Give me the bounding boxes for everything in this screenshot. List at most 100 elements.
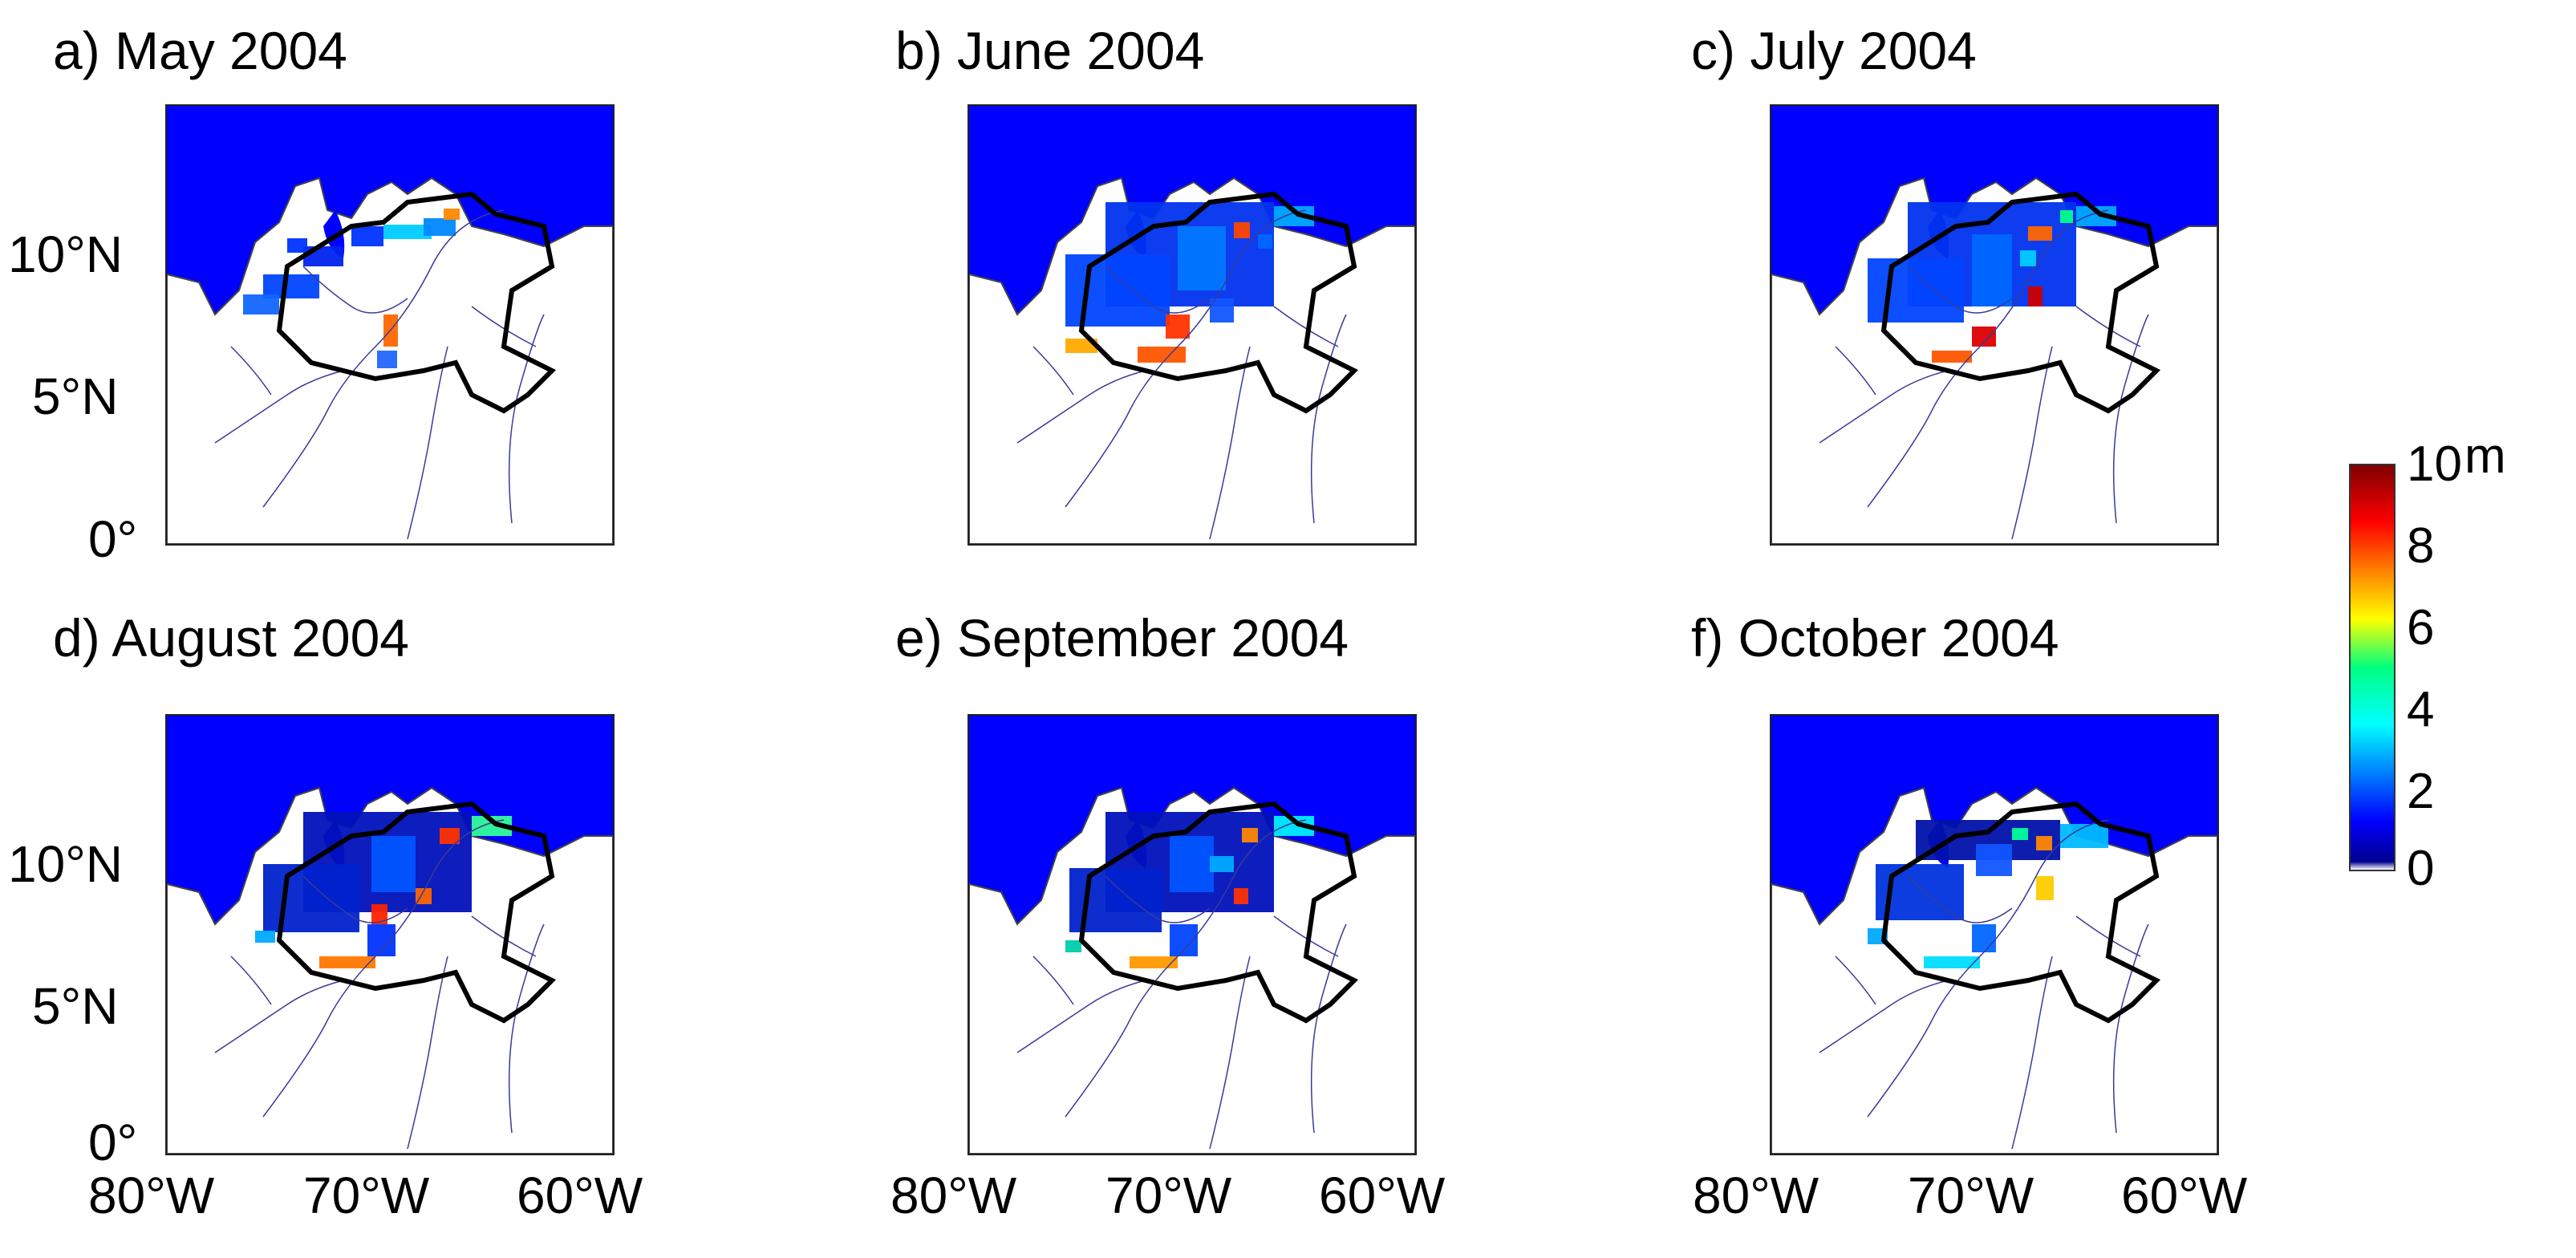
river (2112, 314, 2149, 524)
basin-outline (276, 191, 557, 414)
river (2075, 915, 2141, 957)
y-tick-10n-bottom: 10°N (8, 835, 123, 893)
map-canvas (969, 716, 1415, 1154)
map-canvas (167, 106, 613, 544)
x-tick-60w-a: 60°W (517, 1167, 643, 1224)
river (1105, 875, 1211, 923)
inundation-patch (1166, 314, 1190, 339)
river (214, 980, 344, 1053)
inundation-patch (1130, 956, 1178, 968)
x-tick-60w-b: 60°W (1319, 1167, 1446, 1224)
river (1032, 956, 1074, 1005)
basin-outline (1078, 191, 1359, 414)
map-panel-b (968, 104, 1417, 546)
map-canvas (1771, 716, 2217, 1154)
map-canvas (969, 106, 1415, 544)
river (471, 915, 537, 957)
river (1065, 819, 1307, 1118)
y-tick-0-bottom: 0° (88, 1114, 138, 1171)
river (1310, 314, 1347, 524)
inundation-patch (287, 238, 307, 253)
colorbar-tick-4: 4 (2407, 682, 2435, 737)
map-panel-f (1770, 714, 2219, 1155)
panel-a-title: a) May 2004 (53, 21, 347, 80)
inundation-patch (263, 864, 359, 932)
inundation-patch (2028, 286, 2043, 306)
inundation-patch (303, 246, 343, 266)
river (471, 306, 537, 347)
inundation-patch (1242, 828, 1258, 842)
basin-outline (1880, 801, 2161, 1024)
colorbar-unit: m (2464, 428, 2506, 484)
panel-e-title: e) September 2004 (895, 608, 1349, 668)
inundation-patch (1210, 856, 1234, 872)
colorbar (2349, 464, 2395, 871)
map-panel-a (165, 104, 615, 546)
x-tick-70w-a: 70°W (303, 1167, 430, 1224)
river (1907, 875, 2013, 923)
map-canvas (167, 716, 613, 1154)
inundation-patch (351, 226, 383, 246)
river (508, 923, 545, 1134)
inundation-patch (2036, 836, 2052, 850)
colorbar-tick-10: 10 (2407, 436, 2462, 492)
map-canvas (1771, 106, 2217, 544)
inundation-patch (319, 956, 375, 968)
river (1867, 209, 2109, 508)
river (2075, 306, 2141, 347)
river (1065, 209, 1307, 508)
inundation-patch (1065, 339, 1097, 353)
inundation-patch (1258, 234, 1272, 249)
river (2112, 923, 2149, 1134)
panel-b-title: b) June 2004 (895, 21, 1205, 80)
map-panel-c (1770, 104, 2219, 546)
river (2011, 956, 2053, 1150)
inundation-patch (255, 931, 275, 943)
inundation-patch (1234, 888, 1248, 904)
inundation-patch (1924, 956, 1980, 968)
inundation-patch (1972, 327, 1996, 347)
colorbar-tick-6: 6 (2407, 600, 2435, 655)
x-tick-70w-c: 70°W (1908, 1167, 2034, 1224)
x-tick-80w-a: 80°W (88, 1167, 215, 1224)
river (1907, 266, 2013, 314)
x-tick-80w-b: 80°W (890, 1167, 1017, 1224)
inundation-patch (367, 924, 396, 956)
inundation-patch (1178, 226, 1226, 290)
map-panel-e (968, 714, 1417, 1155)
river (302, 875, 408, 923)
river (2011, 346, 2053, 540)
river (1310, 923, 1347, 1134)
river (1032, 346, 1074, 396)
colorbar-tick-8: 8 (2407, 518, 2435, 574)
inundation-patch (371, 836, 416, 892)
inundation-patch (243, 294, 279, 314)
river (262, 819, 505, 1118)
inundation-patch (1170, 924, 1198, 956)
y-tick-5n-top: 5°N (32, 367, 119, 425)
inundation-patch (1065, 940, 1081, 952)
river (1835, 346, 1876, 396)
inundation-patch (1932, 351, 1972, 363)
river (1819, 370, 1949, 444)
river (230, 956, 272, 1005)
y-tick-5n-bottom: 5°N (32, 977, 119, 1035)
river (1209, 346, 1251, 540)
river (1273, 915, 1339, 957)
river (1105, 266, 1211, 314)
inundation-patch (424, 218, 456, 236)
map-panel-d (165, 714, 615, 1155)
inundation-patch (383, 225, 432, 239)
inundation-patch (416, 888, 432, 904)
panel-d-title: d) August 2004 (53, 608, 410, 668)
inundation-patch (444, 209, 460, 220)
inundation-patch (2036, 876, 2054, 900)
inundation-patch (377, 351, 397, 368)
river (262, 209, 505, 508)
inundation-patch (1972, 924, 1996, 952)
y-tick-10n-top: 10°N (8, 225, 123, 283)
river (1273, 306, 1339, 347)
basin-outline (1078, 801, 1359, 1024)
inundation-patch (2060, 210, 2073, 223)
colorbar-gradient (2351, 465, 2394, 870)
